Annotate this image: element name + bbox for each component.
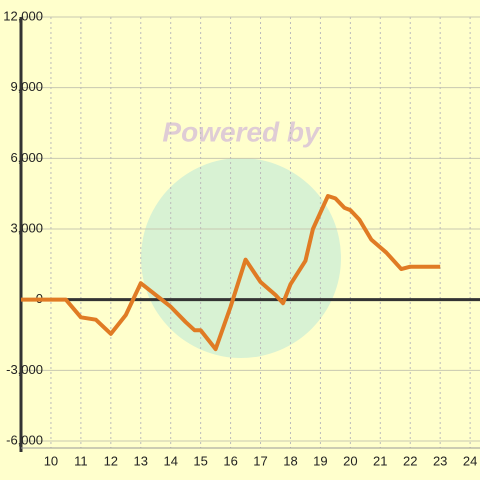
y-tick-label: 12,000	[3, 8, 43, 23]
x-tick-label: 21	[373, 453, 387, 468]
line	[21, 194, 441, 352]
x-tick-label: 23	[433, 453, 447, 468]
x-tick-label: 20	[343, 453, 357, 468]
x-tick-label: 18	[283, 453, 297, 468]
x-tick-label: 12	[104, 453, 118, 468]
y-tick-label: 6,000	[10, 150, 43, 165]
x-tick-label: 10	[44, 453, 58, 468]
x-tick-label: 17	[253, 453, 267, 468]
x-tick-label: 16	[223, 453, 237, 468]
watermark-logo	[141, 158, 341, 358]
x-tick-label: 19	[313, 453, 327, 468]
x-tick-label: 22	[403, 453, 417, 468]
y-tick-label: -3,000	[6, 362, 43, 377]
x-tick-label: 13	[134, 453, 148, 468]
watermark: Powered by	[162, 116, 321, 147]
x-tick-label: 15	[193, 453, 207, 468]
y-tick-label: -6,000	[6, 432, 43, 447]
x-tick-label: 14	[163, 453, 177, 468]
y-tick-label: 9,000	[10, 79, 43, 94]
x-tick-label: 11	[74, 453, 88, 468]
y-tick-label: 3,000	[10, 220, 43, 235]
x-tick-label: 24	[463, 453, 477, 468]
